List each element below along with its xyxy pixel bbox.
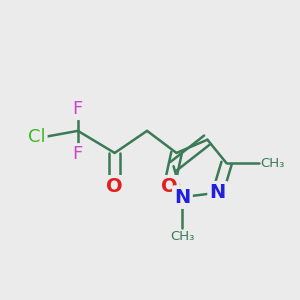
Text: O: O — [106, 177, 123, 196]
Text: F: F — [73, 100, 83, 118]
Text: O: O — [161, 177, 178, 196]
Text: N: N — [210, 183, 226, 202]
Text: F: F — [73, 145, 83, 163]
Text: N: N — [174, 188, 190, 207]
Text: Cl: Cl — [28, 128, 46, 146]
Text: CH₃: CH₃ — [170, 230, 195, 242]
Text: CH₃: CH₃ — [260, 157, 285, 170]
